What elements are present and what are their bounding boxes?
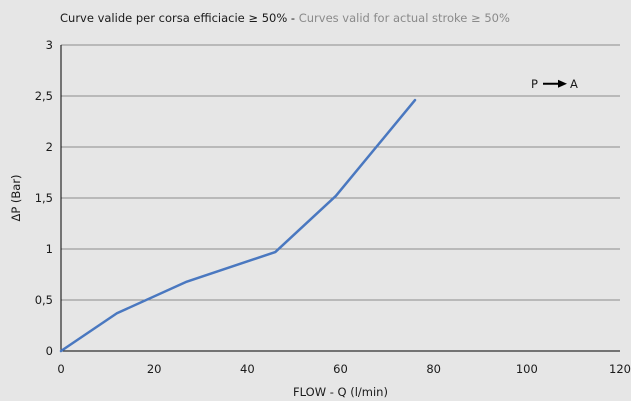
series-group — [59, 98, 417, 353]
x-axis-label: FLOW - Q (l/min) — [293, 385, 388, 399]
grid-lines — [61, 44, 620, 301]
x-tick-labels: 0 20 40 60 80 100 120 — [57, 362, 631, 376]
title-separator: - — [287, 11, 299, 25]
y-tick-label: 1 — [46, 242, 53, 256]
y-tick-label: 0 — [46, 344, 53, 358]
y-axis-label: ΔP (Bar) — [9, 174, 23, 221]
annotation-from-label: P — [531, 77, 538, 91]
annotation-to-label: A — [570, 77, 578, 91]
y-tick-label: 2,5 — [35, 89, 53, 103]
x-tick-label: 120 — [609, 362, 631, 376]
y-tick-label: 1,5 — [35, 191, 53, 205]
chart-header: Curve valide per corsa efficiacie ≥ 50% … — [60, 11, 510, 25]
x-tick-label: 20 — [147, 362, 162, 376]
series-line — [59, 98, 417, 353]
x-tick-label: 80 — [426, 362, 441, 376]
y-tick-label: 2 — [46, 140, 53, 154]
x-tick-label: 0 — [57, 362, 64, 376]
y-tick-label: 3 — [46, 38, 53, 52]
y-tick-labels: 0 0,5 1 1,5 2 2,5 3 — [35, 38, 53, 358]
axes — [60, 45, 620, 352]
flow-direction-annotation: P A — [531, 77, 578, 91]
arrow-right-icon — [558, 79, 567, 88]
y-tick-label: 0,5 — [35, 293, 53, 307]
x-tick-label: 60 — [333, 362, 348, 376]
x-tick-label: 40 — [240, 362, 255, 376]
chart-title-italian: Curve valide per corsa efficiacie ≥ 50% — [60, 11, 288, 25]
x-tick-label: 100 — [516, 362, 538, 376]
chart-title-english: Curves valid for actual stroke ≥ 50% — [298, 11, 510, 25]
